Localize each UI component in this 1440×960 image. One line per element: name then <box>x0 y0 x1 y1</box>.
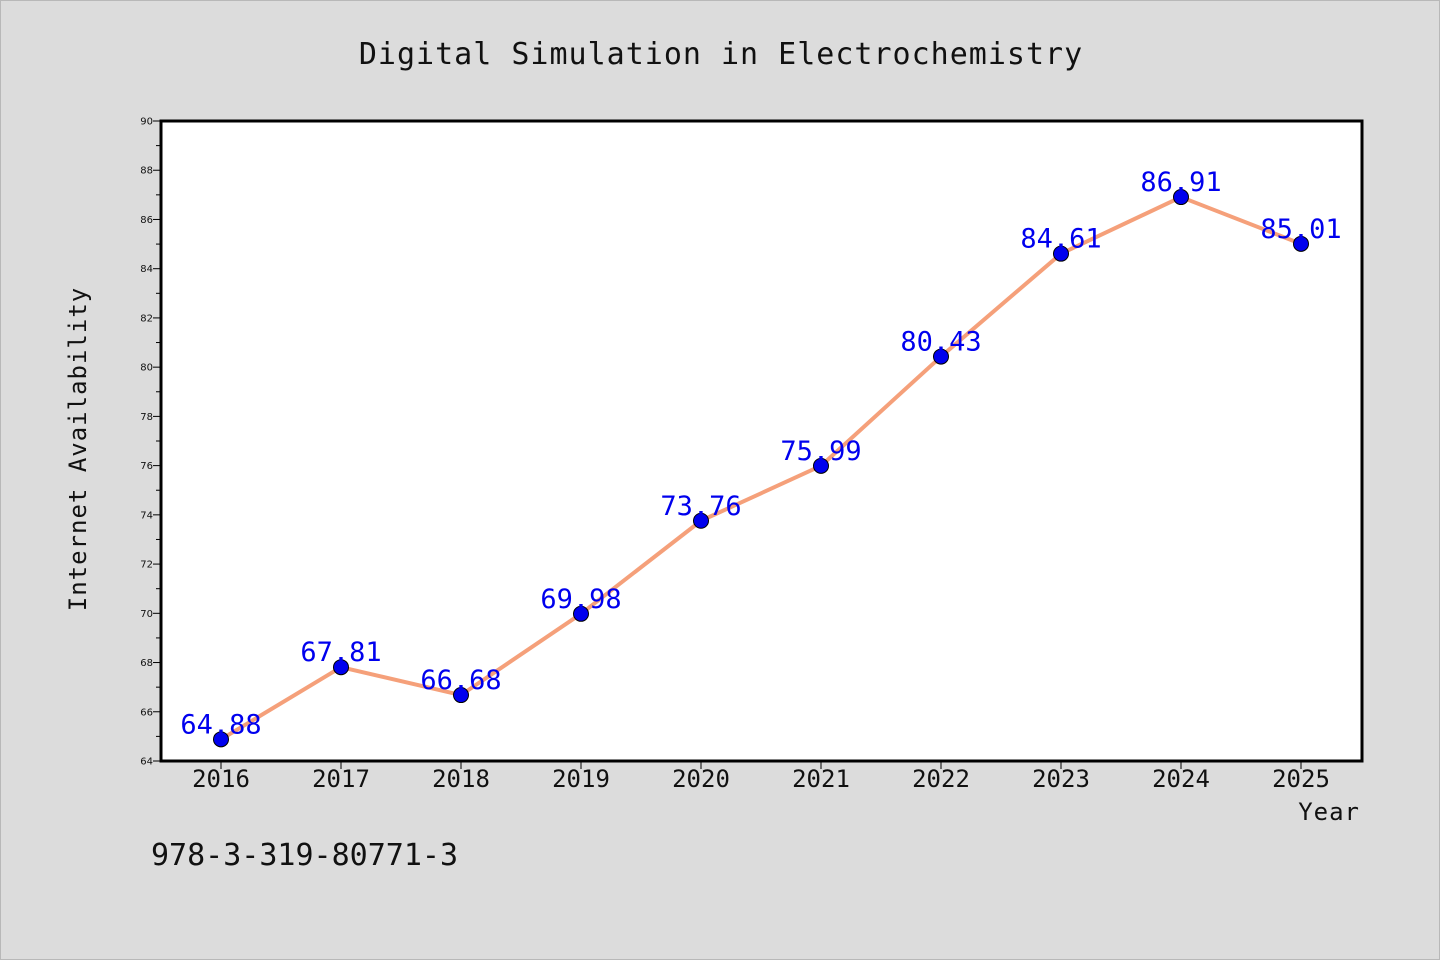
y-tick-label: 74 <box>140 510 153 521</box>
y-tick-label: 90 <box>140 117 153 128</box>
data-point <box>693 512 709 529</box>
footer-isbn: 978-3-319-80771-3 <box>151 838 458 873</box>
plot-area <box>161 121 1362 761</box>
x-axis-label: Year <box>1298 798 1360 826</box>
x-tick-label: 2022 <box>912 765 970 793</box>
plot-frame <box>159 119 1364 763</box>
series-line <box>219 195 1303 742</box>
y-tick-label: 76 <box>140 461 153 472</box>
x-tick-label: 2016 <box>192 765 250 793</box>
data-label: 69.98 <box>540 584 621 615</box>
data-point <box>1173 189 1189 206</box>
series-line-group <box>219 195 1303 742</box>
data-label: 67.81 <box>300 637 381 668</box>
y-tick-label: 82 <box>140 313 153 324</box>
y-axis-label: Internet Availability <box>64 287 92 611</box>
data-label: 86.91 <box>1140 167 1221 198</box>
x-tick-label: 2025 <box>1272 765 1330 793</box>
y-tick-label: 88 <box>140 166 153 177</box>
x-tick-label: 2023 <box>1032 765 1090 793</box>
data-point <box>813 457 829 474</box>
data-point <box>1293 235 1309 252</box>
data-point <box>213 731 229 748</box>
chart-title: Digital Simulation in Electrochemistry <box>359 37 1083 72</box>
data-point <box>333 659 349 676</box>
x-tick-label: 2018 <box>432 765 490 793</box>
y-tick-label: 86 <box>140 215 153 226</box>
y-axis: 64 66 68 70 72 74 76 78 80 82 84 86 88 90 <box>140 117 161 768</box>
data-labels: 64.88 67.81 66.68 69.98 73.76 75.99 80.43 84.61… <box>180 167 1341 740</box>
data-point <box>933 348 949 365</box>
data-points <box>213 189 1309 748</box>
data-label: 64.88 <box>180 709 261 740</box>
data-label: 85.01 <box>1260 214 1341 245</box>
data-point <box>1053 245 1069 262</box>
data-label: 66.68 <box>420 665 501 696</box>
y-tick-label: 64 <box>140 757 153 768</box>
data-point <box>573 605 589 622</box>
data-label: 73.76 <box>660 491 741 522</box>
x-tick-label: 2020 <box>672 765 730 793</box>
x-tick-label: 2024 <box>1152 765 1210 793</box>
data-point <box>453 687 469 704</box>
y-tick-label: 80 <box>140 363 153 374</box>
x-tick-label: 2021 <box>792 765 850 793</box>
data-label: 75.99 <box>780 436 861 467</box>
x-axis: 2016 2017 2018 2019 2020 2021 2022 2023 2024 2025 <box>192 761 1330 793</box>
y-tick-label: 78 <box>140 412 153 423</box>
data-label: 84.61 <box>1020 224 1101 255</box>
y-tick-label: 66 <box>140 707 153 718</box>
y-tick-label: 68 <box>140 658 153 669</box>
y-tick-label: 72 <box>140 560 153 571</box>
data-label: 80.43 <box>900 327 981 358</box>
x-tick-label: 2017 <box>312 765 370 793</box>
y-tick-label: 84 <box>140 264 153 275</box>
x-tick-label: 2019 <box>552 765 610 793</box>
y-tick-label: 70 <box>140 609 153 620</box>
